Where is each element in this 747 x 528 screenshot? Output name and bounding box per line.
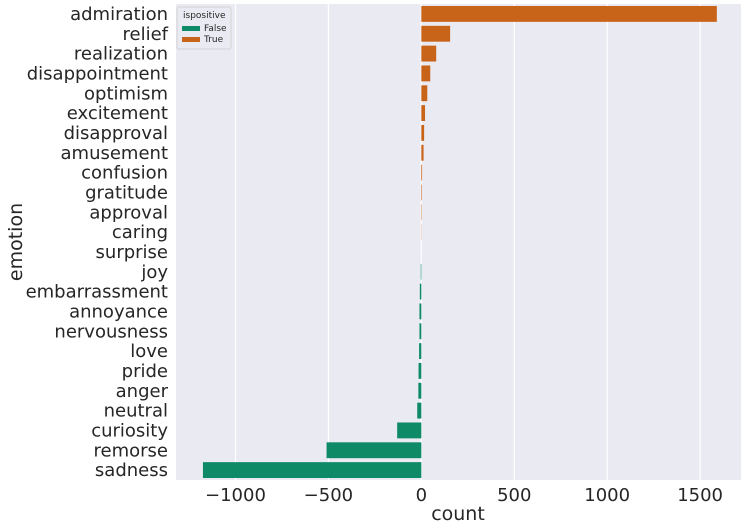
x-tick-label: 1500 [677,485,723,506]
y-tick-label: remorse [94,440,168,461]
bar-embarrassment [419,283,422,300]
bar-anger [418,382,422,399]
y-tick-label: optimism [84,83,168,104]
y-tick-label: disappointment [27,63,168,84]
bar-disapproval [421,124,425,141]
y-tick-label: surprise [96,242,168,263]
bar-amusement [421,144,424,161]
plot-background [176,4,741,480]
bar-realization [421,45,437,62]
bars [202,5,717,479]
y-tick-label: relief [123,24,169,45]
bar-disappointment [421,65,431,82]
x-tick-label: 500 [497,485,531,506]
x-tick-label: −500 [304,485,353,506]
y-tick-label: disapproval [64,123,168,144]
y-tick-label: sadness [95,460,168,481]
bar-love [419,343,422,360]
legend-label-false: False [204,24,227,34]
y-tick-label: anger [116,381,169,402]
y-tick-label: embarrassment [26,282,168,303]
bar-confusion [421,164,423,181]
legend-title: ispositive [183,11,226,21]
y-tick-label: approval [89,202,168,223]
grid-lines [234,4,701,480]
x-tick-labels: −1000 −500 0 500 1000 1500 [205,485,723,506]
legend: ispositive False True [176,6,232,50]
bar-optimism [421,85,428,102]
y-tick-label: admiration [70,4,168,25]
bar-excitement [421,105,426,122]
bar-sadness [202,462,422,479]
y-tick-label: realization [74,44,168,65]
x-tick-label: −1000 [205,485,266,506]
y-tick-label: neutral [104,401,168,422]
bar-curiosity [397,422,422,439]
x-tick-label: 0 [416,485,427,506]
y-tick-label: curiosity [91,420,168,441]
y-tick-label: nervousness [54,321,168,342]
x-tick-label: 1000 [584,485,630,506]
y-tick-label: annoyance [69,301,168,322]
bar-nervousness [419,323,422,340]
y-tick-label: gratitude [85,182,168,203]
y-tick-label: pride [122,361,168,382]
y-tick-label: caring [112,222,168,243]
legend-swatch-false [182,26,200,31]
legend-swatch-true [182,37,200,42]
bar-relief [421,25,451,42]
bar-admiration [421,5,717,22]
bar-joy [420,263,422,280]
y-tick-label: excitement [67,103,168,124]
bar-neutral [417,402,422,419]
x-axis-label: count [431,503,485,525]
legend-label-true: True [203,35,224,45]
bar-gratitude [421,184,422,201]
y-tick-label: confusion [81,163,168,184]
bar-remorse [326,442,422,459]
y-tick-label: amusement [61,143,169,164]
bar-annoyance [419,303,422,320]
y-tick-label: joy [140,262,168,283]
bar-pride [418,362,422,379]
y-axis-label: emotion [5,203,27,281]
y-tick-labels: admirationreliefrealizationdisappointmen… [26,4,169,481]
y-tick-label: love [130,341,168,362]
